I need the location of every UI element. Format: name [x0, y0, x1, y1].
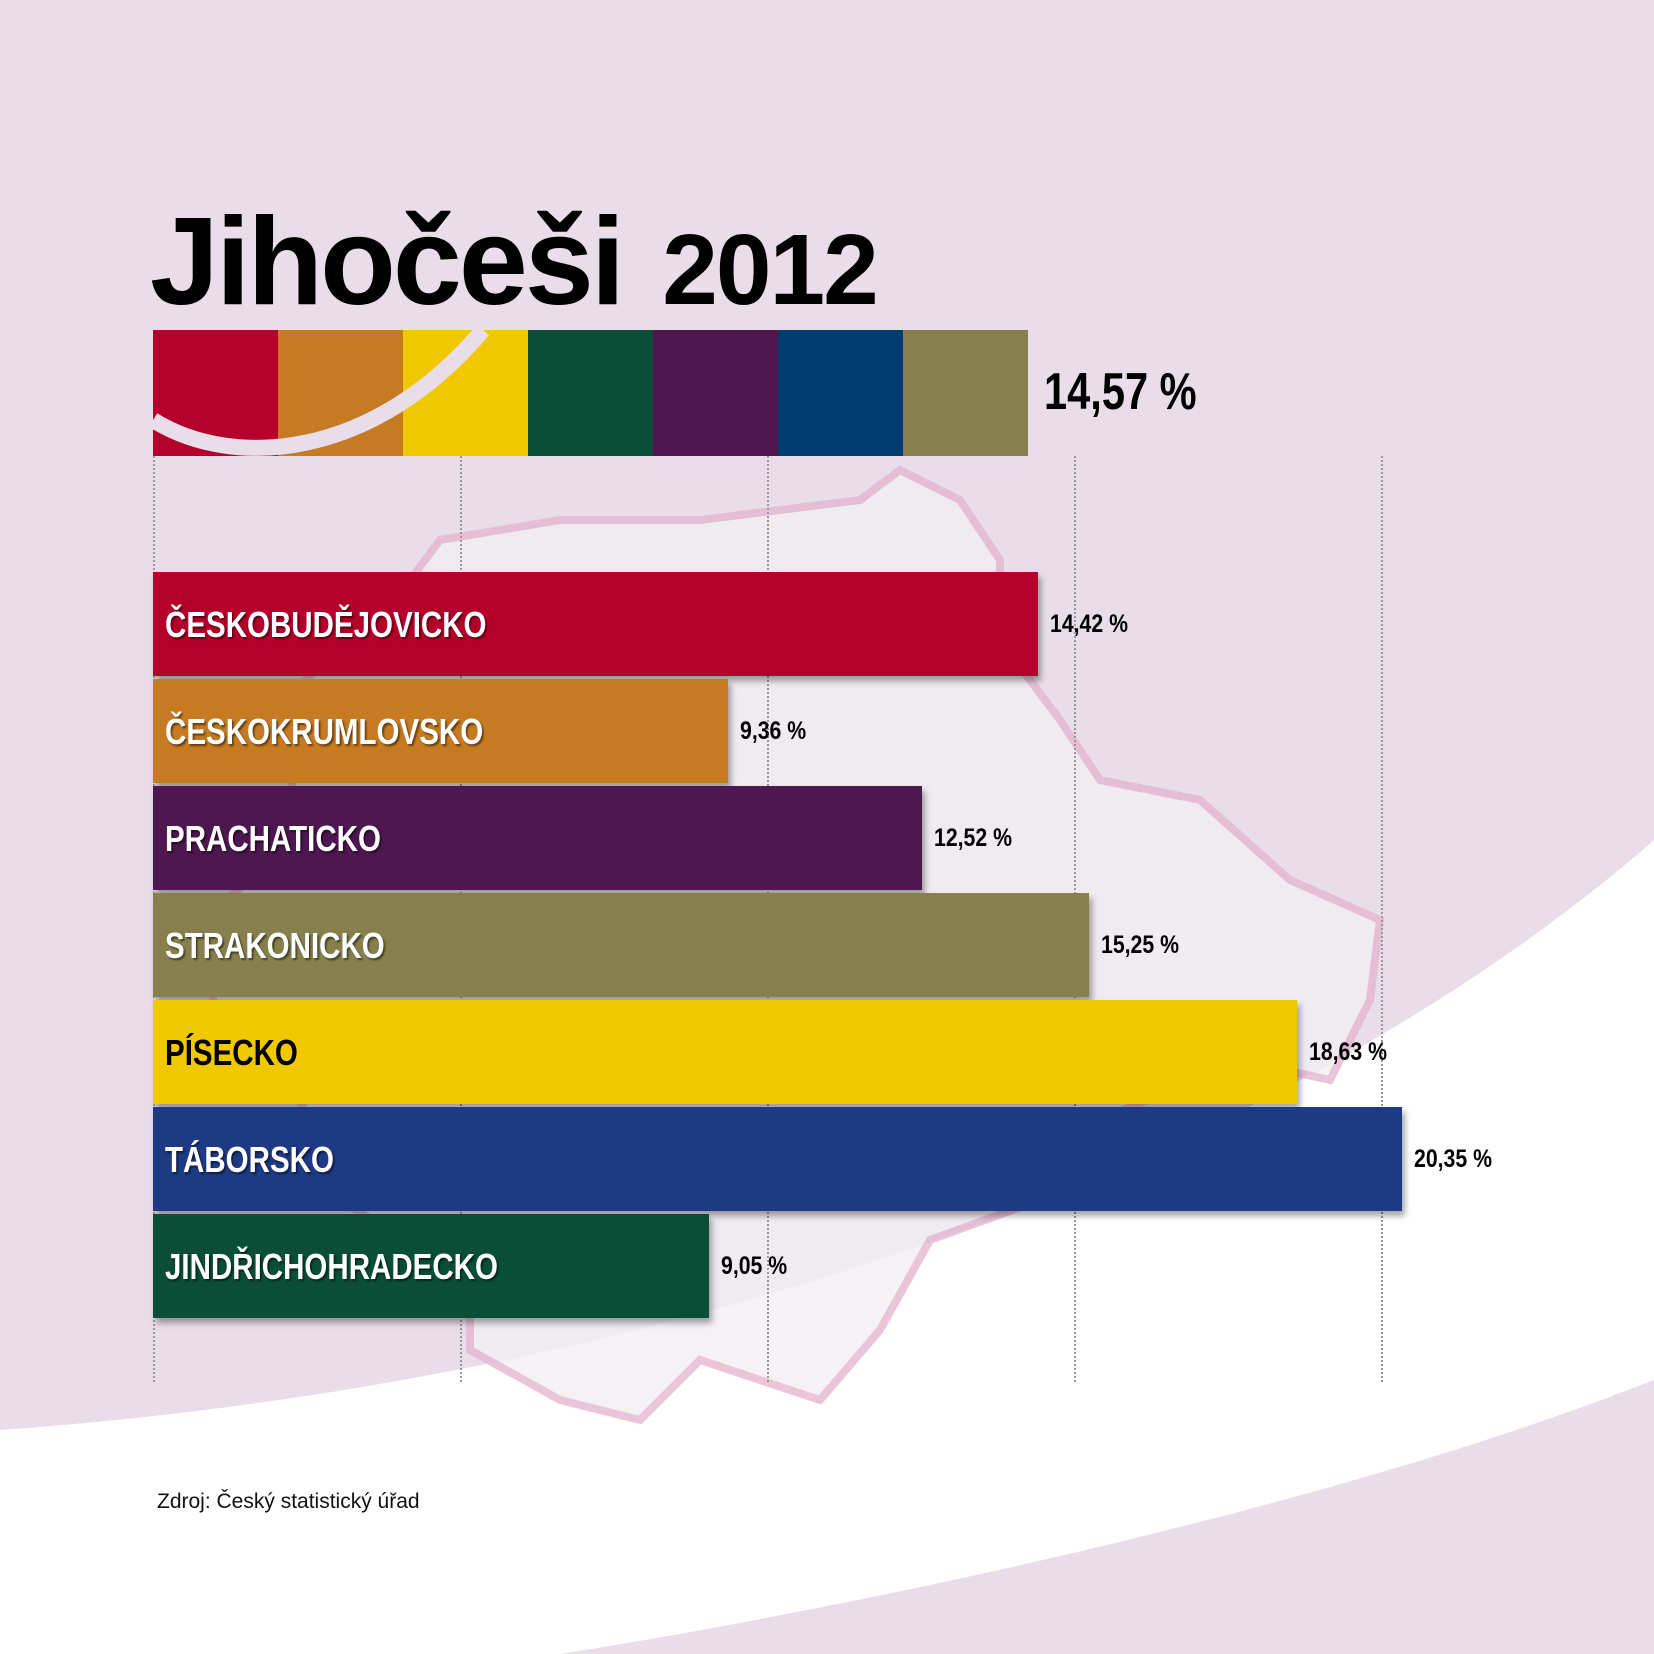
source-note: Zdroj: Český statistický úřad — [157, 1490, 420, 1513]
title-text: Jihočeši — [150, 193, 625, 331]
chart-title: Jihočeši 2012 — [150, 200, 879, 326]
gridline — [1381, 456, 1383, 1382]
bar: PÍSECKO — [153, 1000, 1297, 1104]
bar: PRACHATICKO — [153, 786, 922, 890]
stripe-6 — [903, 330, 1028, 456]
stripe-4 — [653, 330, 778, 456]
value-label: 9,05 % — [720, 1252, 787, 1280]
bar-label: TÁBORSKO — [165, 1139, 334, 1180]
bar-label: PÍSECKO — [165, 1032, 298, 1073]
bar: ČESKOBUDĚJOVICKO — [153, 572, 1039, 676]
bar: STRAKONICKO — [153, 893, 1090, 997]
total-value-label: 14,57 % — [1044, 363, 1197, 421]
bar-label: JINDŘICHOHRADECKO — [165, 1246, 498, 1287]
bar-label: ČESKOBUDĚJOVICKO — [165, 604, 487, 645]
stripe-swoosh — [153, 330, 1033, 456]
stripe-5 — [778, 330, 903, 456]
bar: TÁBORSKO — [153, 1107, 1403, 1211]
bar-label: ČESKOKRUMLOVSKO — [165, 711, 484, 752]
lilac-swoosh — [0, 1380, 1654, 1654]
title-year: 2012 — [662, 214, 878, 326]
bar: ČESKOKRUMLOVSKO — [153, 679, 728, 783]
bar-label: STRAKONICKO — [165, 925, 385, 966]
value-label: 14,42 % — [1050, 610, 1129, 638]
value-label: 9,36 % — [739, 717, 806, 745]
bar: JINDŘICHOHRADECKO — [153, 1214, 709, 1318]
value-label: 12,52 % — [933, 824, 1012, 852]
white-swoosh — [0, 840, 1654, 1654]
bar-label: PRACHATICKO — [165, 818, 381, 859]
stripe-3 — [528, 330, 653, 456]
value-label: 20,35 % — [1414, 1145, 1493, 1173]
value-label: 15,25 % — [1101, 931, 1180, 959]
value-label: 18,63 % — [1308, 1038, 1387, 1066]
